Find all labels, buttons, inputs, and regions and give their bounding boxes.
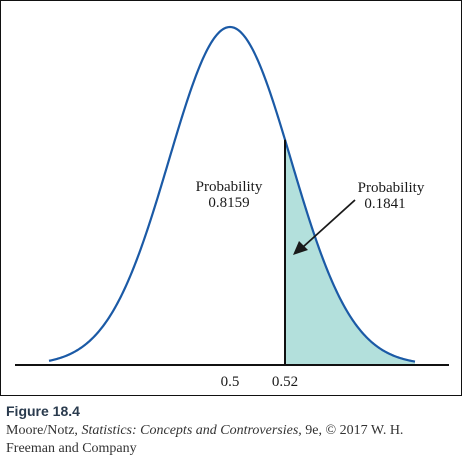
annotation-arrow <box>293 199 356 255</box>
left-region-value: 0.8159 <box>208 195 249 211</box>
right-region-label: Probability <box>358 180 425 196</box>
normal-density-curve <box>48 25 416 363</box>
figure-caption: Figure 18.4 Moore/Notz, Statistics: Conc… <box>6 402 458 458</box>
caption-book-title: Statistics: Concepts and Controversies <box>81 423 299 438</box>
normal-curve-chart: 0.5 0.52 Probability 0.8159 Probability … <box>15 25 449 390</box>
x-tick-label: 0.5 <box>221 374 240 390</box>
right-region-value: 0.1841 <box>364 196 405 212</box>
x-tick-label: 0.52 <box>272 374 298 390</box>
plot-frame: 0.5 0.52 Probability 0.8159 Probability … <box>0 0 462 396</box>
shaded-right-tail-area <box>285 143 415 365</box>
caption-edition: , 9e, © 2017 W. H. <box>298 423 404 438</box>
figure-label: Figure 18.4 <box>6 403 80 419</box>
caption-authors: Moore/Notz, <box>6 423 82 438</box>
left-region-label: Probability <box>196 179 263 195</box>
caption-publisher: Freeman and Company <box>6 441 137 456</box>
caption-text: Moore/Notz, Statistics: Concepts and Con… <box>6 422 458 458</box>
